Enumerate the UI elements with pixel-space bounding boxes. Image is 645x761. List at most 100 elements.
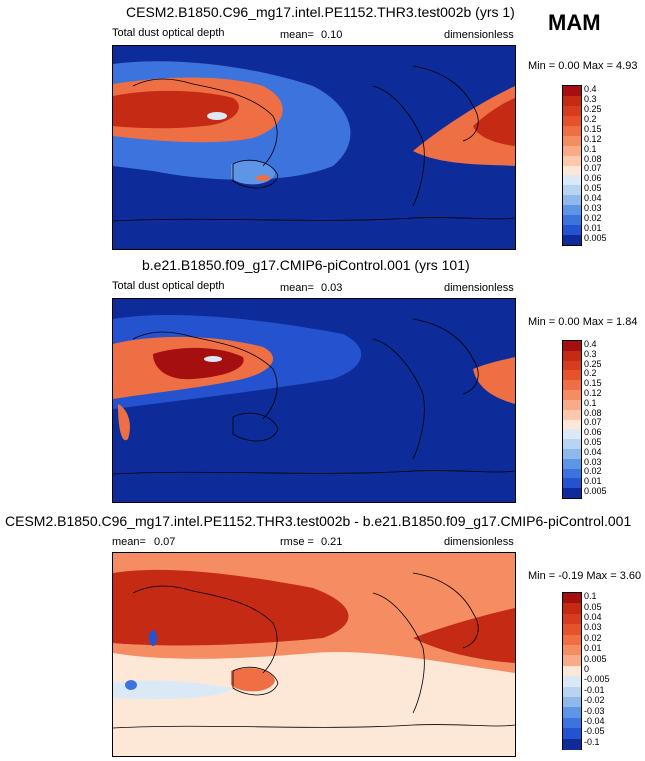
- colorbar-segment: [563, 613, 581, 625]
- panel3-colorbar: [562, 592, 582, 750]
- panel3-minmax: Min = -0.19 Max = 3.60: [528, 570, 642, 582]
- colorbar-segment: [563, 175, 581, 186]
- colorbar-segment: [563, 95, 581, 106]
- colorbar-segment: [563, 370, 581, 381]
- panel3-units: dimensionless: [444, 536, 514, 548]
- colorbar-tick-label: 0.04: [584, 193, 602, 204]
- panel1-mean-value: 0.10: [321, 29, 343, 41]
- panel2-mean-label: mean=: [280, 282, 314, 294]
- diff-field-negative: [113, 680, 233, 700]
- diff-field-atlantic: [413, 608, 515, 663]
- colorbar-tick-label: 0.01: [584, 223, 602, 234]
- diff-field-australia: [231, 668, 275, 692]
- dust-field-atlantic-high: [473, 98, 515, 146]
- colorbar-tick-label: 0.25: [584, 103, 602, 114]
- colorbar-segment: [563, 738, 581, 750]
- colorbar-tick-label: 0.12: [584, 387, 602, 398]
- panel1-map: [112, 45, 516, 250]
- colorbar-segment: [563, 645, 581, 656]
- colorbar-tick-label: -0.02: [584, 695, 605, 706]
- colorbar-segment: [563, 409, 581, 420]
- dust-core-australia: [256, 175, 270, 181]
- panel2-colorbar: [562, 340, 582, 499]
- diff-field-hot: [113, 569, 349, 646]
- colorbar-segment: [563, 350, 581, 361]
- colorbar-tick-label: 0.12: [584, 133, 602, 144]
- colorbar-segment: [563, 697, 581, 708]
- colorbar-segment: [563, 707, 581, 719]
- panel3-mean-value: 0.07: [154, 536, 176, 548]
- colorbar-segment: [563, 468, 581, 479]
- colorbar-tick-label: 0.06: [584, 427, 602, 438]
- panel2-map: [112, 298, 516, 503]
- colorbar-tick-label: 0.08: [584, 153, 602, 164]
- colorbar-segment: [563, 634, 581, 646]
- colorbar-tick-label: 0.07: [584, 417, 602, 428]
- colorbar-tick-label: -0.005: [584, 674, 610, 685]
- diff-negative-core: [149, 630, 157, 646]
- panel2-units: dimensionless: [444, 282, 514, 294]
- diff-negative-core-south: [125, 680, 137, 690]
- colorbar-segment: [563, 86, 581, 96]
- colorbar-segment: [563, 155, 581, 166]
- colorbar-tick-label: 0.03: [584, 203, 602, 214]
- colorbar-segment: [563, 145, 581, 156]
- dust-field-atlantic: [473, 357, 515, 404]
- colorbar-tick-label: 0.04: [584, 612, 602, 622]
- colorbar-tick-label: 0.01: [584, 643, 602, 654]
- colorbar-segment: [563, 419, 581, 430]
- coastlines: [113, 318, 515, 475]
- colorbar-tick-label: 0.25: [584, 358, 602, 369]
- colorbar-segment: [563, 185, 581, 196]
- colorbar-segment: [563, 215, 581, 226]
- coastlines: [113, 572, 515, 729]
- colorbar-tick-label: 0.04: [584, 446, 602, 457]
- colorbar-segment: [563, 135, 581, 146]
- dust-field-arabia: [118, 404, 130, 441]
- colorbar-tick-label: 0.05: [584, 601, 602, 612]
- colorbar-tick-label: -0.04: [584, 716, 605, 726]
- colorbar-segment: [563, 665, 581, 677]
- colorbar-tick-label: 0.06: [584, 173, 602, 184]
- colorbar-tick-label: 0.05: [584, 183, 602, 194]
- colorbar-segment: [563, 341, 581, 351]
- colorbar-tick-label: 0.05: [584, 437, 602, 448]
- panel1-units: dimensionless: [444, 29, 514, 41]
- colorbar-tick-label: 0.03: [584, 456, 602, 467]
- panel3-rmse-value: 0.21: [321, 536, 343, 548]
- colorbar-segment: [563, 676, 581, 688]
- dust-field-high: [113, 90, 239, 129]
- colorbar-tick-label: 0.005: [584, 653, 607, 664]
- dust-core: [204, 356, 222, 362]
- panel2-title: b.e21.B1850.f09_g17.CMIP6-piControl.001 …: [142, 257, 470, 273]
- colorbar-segment: [563, 439, 581, 450]
- colorbar-segment: [563, 125, 581, 136]
- panel2-mean-value: 0.03: [321, 282, 343, 294]
- colorbar-segment: [563, 399, 581, 410]
- colorbar-tick-label: 0.02: [584, 632, 602, 643]
- colorbar-tick-label: 0.2: [584, 368, 597, 379]
- colorbar-segment: [563, 235, 581, 246]
- colorbar-tick-label: 0.07: [584, 163, 602, 174]
- panel3-map: [112, 552, 516, 757]
- season-label: MAM: [548, 10, 601, 35]
- colorbar-segment: [563, 717, 581, 729]
- colorbar-tick-label: 0: [584, 664, 590, 674]
- dust-field-atlantic: [413, 86, 515, 166]
- colorbar-tick-label: 0.4: [584, 83, 597, 94]
- colorbar-tick-label: -0.05: [584, 726, 605, 737]
- colorbar-tick-label: 0.01: [584, 476, 602, 487]
- panel3-mean-label: mean=: [112, 536, 146, 548]
- colorbar-segment: [563, 488, 581, 499]
- colorbar-segment: [563, 115, 581, 126]
- colorbar-tick-label: 0.08: [584, 407, 602, 418]
- colorbar-segment: [563, 624, 581, 636]
- colorbar-tick-label: 0.02: [584, 466, 602, 477]
- colorbar-tick-label: 0.4: [584, 338, 597, 349]
- colorbar-tick-label: 0.03: [584, 622, 602, 633]
- panel1-colorbar: [562, 85, 582, 246]
- colorbar-segment: [563, 105, 581, 116]
- dust-core: [207, 112, 227, 120]
- colorbar-segment: [563, 448, 581, 459]
- colorbar-segment: [563, 390, 581, 401]
